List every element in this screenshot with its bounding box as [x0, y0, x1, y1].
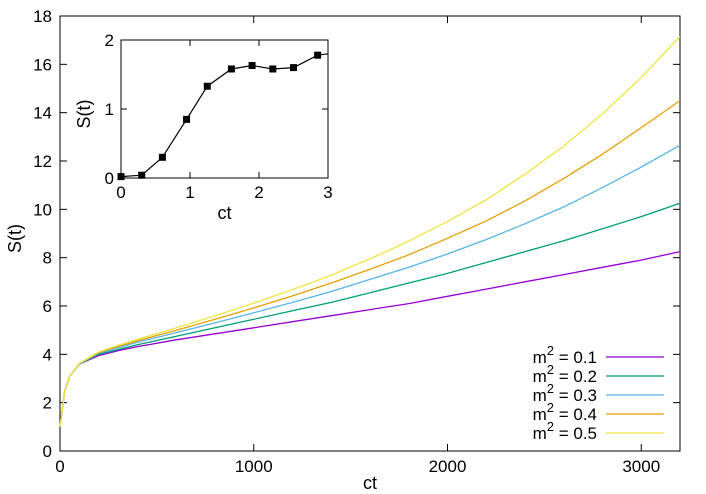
plot-frame	[59, 15, 681, 452]
inset-chart: 0 1 2 0 1 2 3 ct S(t)	[74, 31, 333, 223]
inset-marker	[227, 65, 235, 73]
inset-x-axis-title: ct	[217, 203, 231, 223]
y-tick-label: 2	[43, 394, 52, 413]
x-tick-label: 0	[55, 457, 64, 476]
y-tick-label: 16	[33, 55, 52, 74]
y-tick-label: 14	[33, 104, 52, 123]
legend-label-2: m2 = 0.2	[533, 362, 597, 386]
inset-marker	[290, 64, 297, 72]
x-axis-title: ct	[363, 473, 377, 493]
inset-y-tick-label: 1	[105, 100, 114, 119]
inset-frame	[120, 39, 329, 179]
legend-label-4: m2 = 0.4	[533, 400, 597, 424]
inset-marker	[117, 173, 125, 181]
y-tick-label: 6	[43, 297, 52, 316]
inset-marker	[203, 82, 211, 90]
legend-label-1: m2 = 0.1	[533, 343, 597, 367]
series-line-5	[59, 36, 681, 427]
inset-x-tick-label: 3	[323, 183, 332, 202]
x-tick-label: 2000	[429, 457, 467, 476]
y-tick-label: 18	[33, 7, 52, 26]
y-tick-label: 10	[33, 200, 52, 219]
y-tick-label: 8	[43, 249, 52, 268]
inset-marker	[269, 65, 277, 73]
inset-marker	[183, 115, 191, 123]
inset-x-tick-label: 2	[254, 183, 263, 202]
inset-y-axis-title: S(t)	[74, 100, 94, 129]
inset-marker	[248, 62, 256, 70]
y-tick-label: 12	[33, 152, 52, 171]
inset-marker	[314, 51, 322, 59]
x-tick-label: 1000	[235, 457, 273, 476]
y-tick-label: 0	[43, 442, 52, 461]
y-tick-label: 4	[43, 345, 52, 364]
inset-marker	[138, 171, 146, 179]
inset-y-tick-label: 2	[105, 31, 114, 50]
x-tick-label: 3000	[622, 457, 660, 476]
inset-marker	[158, 153, 166, 161]
legend-label-3: m2 = 0.3	[533, 381, 597, 405]
inset-y-tick-label: 0	[105, 169, 114, 188]
inset-x-tick-label: 1	[185, 183, 194, 202]
inset-x-tick-label: 0	[116, 183, 125, 202]
legend-label-5: m2 = 0.5	[533, 419, 597, 443]
y-axis-title: S(t)	[5, 224, 25, 253]
